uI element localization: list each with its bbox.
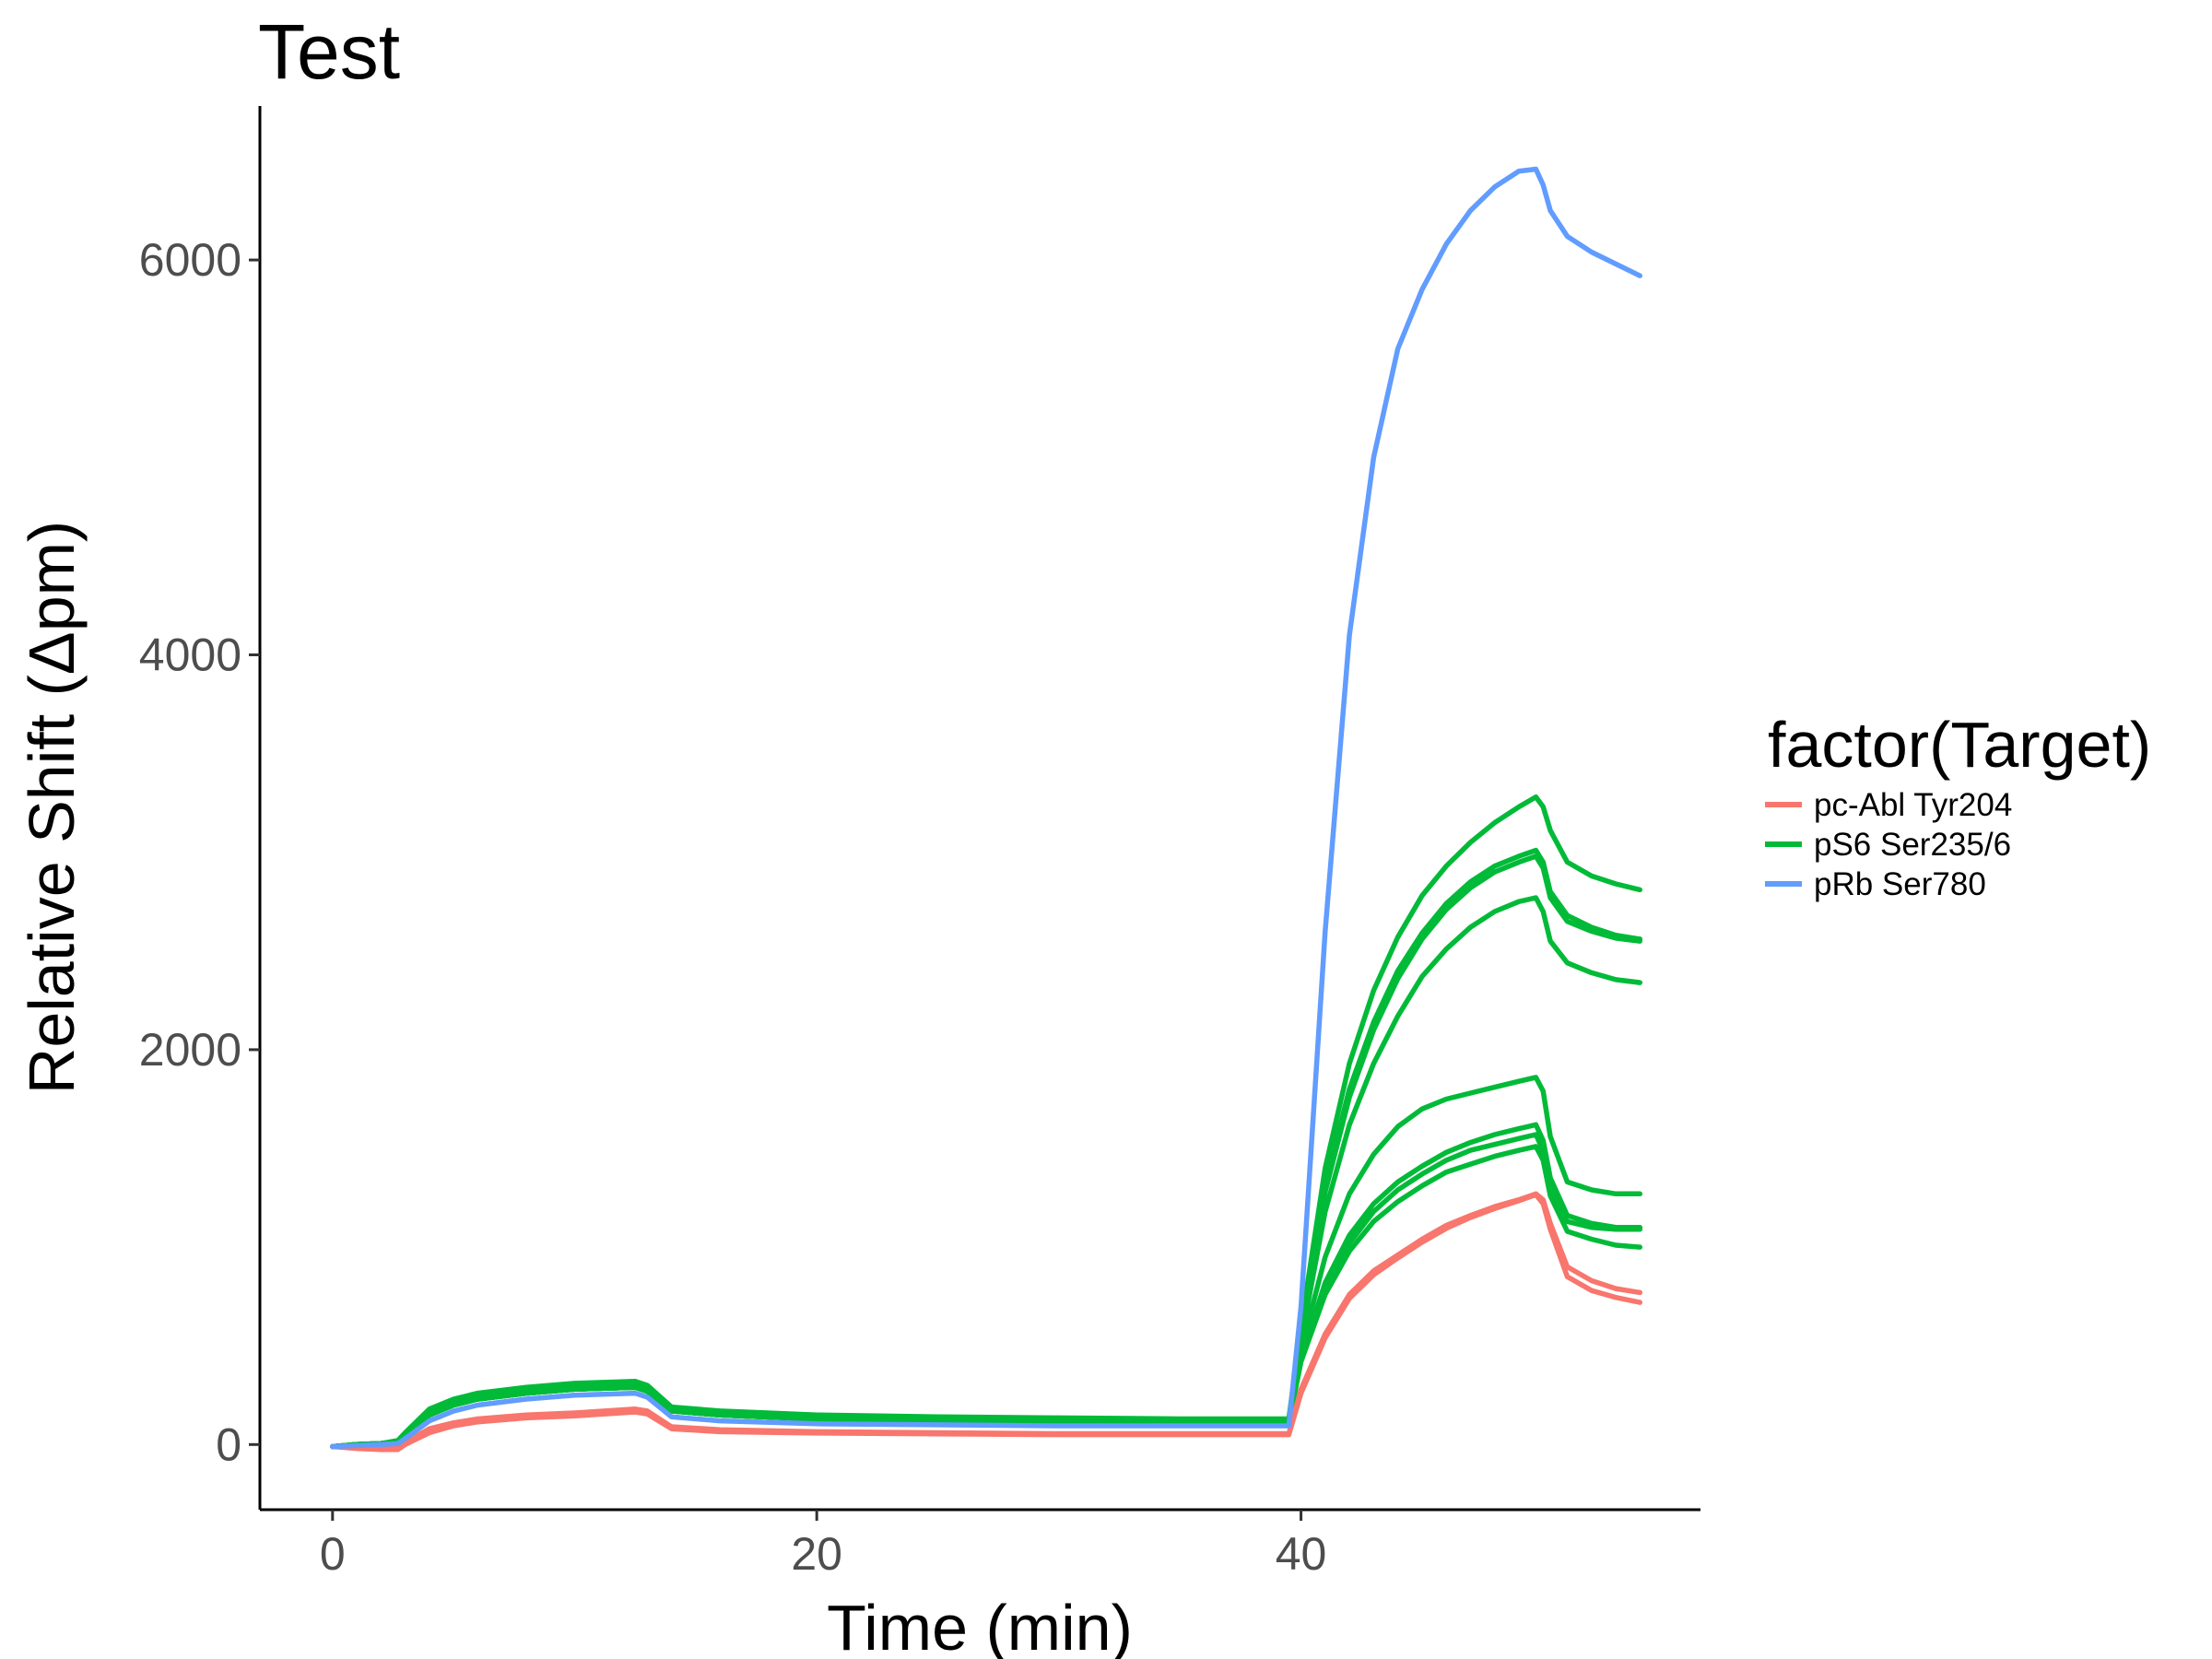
y-tick-label: 4000 bbox=[139, 629, 241, 680]
y-tick-label: 2000 bbox=[139, 1024, 241, 1076]
legend-label-2: pRb Ser780 bbox=[1814, 866, 1986, 902]
chart-title: Test bbox=[258, 8, 400, 95]
y-axis-ticks: 0 2000 4000 6000 bbox=[139, 234, 260, 1470]
series-line-1 bbox=[330, 1192, 1643, 1453]
y-tick-label: 6000 bbox=[139, 234, 241, 286]
legend-title: factor(Target) bbox=[1768, 709, 2151, 781]
x-tick-label: 20 bbox=[791, 1528, 842, 1580]
y-axis-title: Relative Shift (Δpm) bbox=[16, 521, 88, 1094]
series-line-2 bbox=[330, 794, 1643, 1450]
series-line-9 bbox=[330, 1144, 1643, 1450]
series-layer bbox=[330, 166, 1643, 1453]
x-tick-label: 0 bbox=[320, 1528, 346, 1580]
legend-label-0: pc-Abl Tyr204 bbox=[1814, 787, 2012, 823]
x-axis-ticks: 0 20 40 bbox=[320, 1510, 1326, 1580]
series-line-10 bbox=[330, 166, 1643, 1450]
legend: factor(Target) pc-Abl Tyr204 pS6 Ser235/6… bbox=[1765, 709, 2151, 902]
legend-label-1: pS6 Ser235/6 bbox=[1814, 827, 2011, 863]
series-line-3 bbox=[330, 847, 1643, 1450]
x-tick-label: 40 bbox=[1276, 1528, 1327, 1580]
x-axis-title: Time (min) bbox=[827, 1592, 1133, 1659]
y-tick-label: 0 bbox=[216, 1418, 241, 1470]
